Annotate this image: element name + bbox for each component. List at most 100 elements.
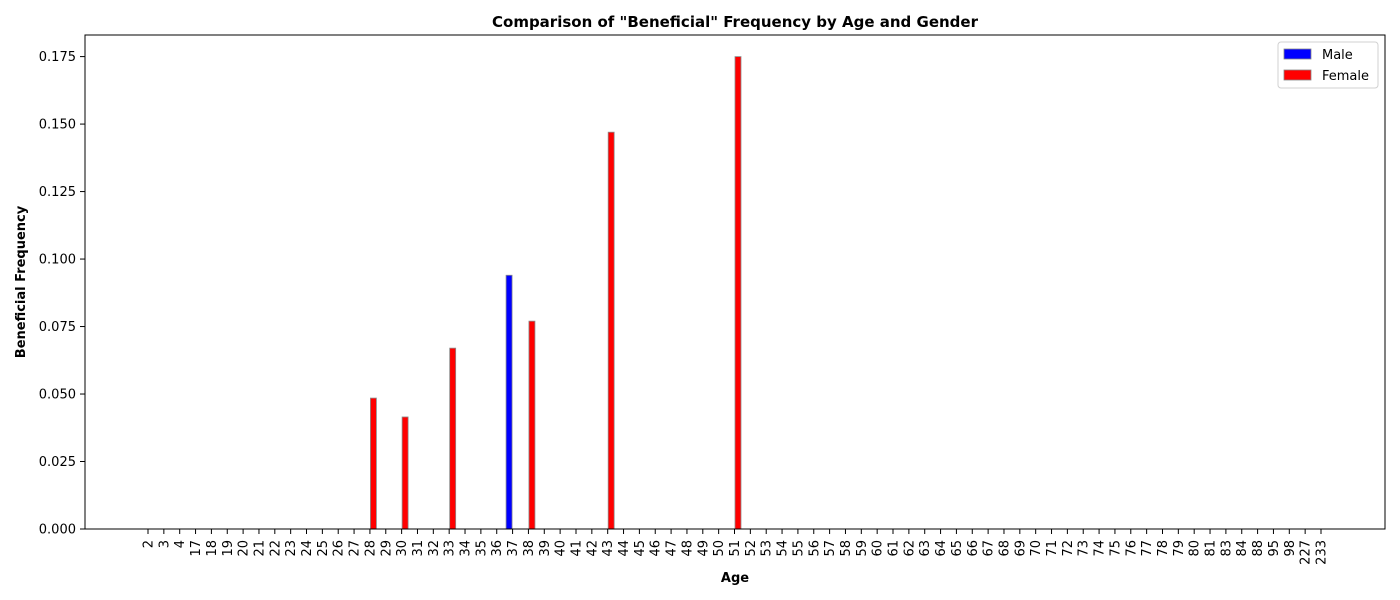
x-tick-label: 55 [791, 540, 806, 557]
x-tick-label: 66 [966, 540, 981, 557]
x-tick-label: 30 [395, 540, 410, 557]
x-tick-label: 75 [1108, 540, 1123, 557]
x-tick-label: 38 [522, 540, 537, 557]
x-tick-label: 32 [427, 540, 442, 557]
x-tick-label: 65 [950, 540, 965, 557]
x-tick-label: 21 [252, 540, 267, 557]
x-tick-label: 26 [332, 540, 347, 557]
x-tick-label: 81 [1204, 540, 1219, 557]
y-tick-label: 0.125 [39, 185, 76, 200]
x-tick-label: 39 [538, 540, 553, 557]
x-tick-label: 18 [205, 540, 220, 557]
x-tick-label: 83 [1219, 540, 1234, 557]
x-tick-label: 33 [443, 540, 458, 557]
y-axis-title: Beneficial Frequency [14, 205, 29, 358]
x-tick-label: 98 [1283, 540, 1298, 557]
x-tick-label: 27 [348, 540, 363, 557]
x-tick-label: 4 [173, 540, 188, 548]
x-tick-label: 53 [760, 540, 775, 557]
plot-frame [84, 34, 1386, 530]
x-tick-label: 76 [1124, 540, 1139, 557]
x-tick-label: 95 [1267, 540, 1282, 557]
legend-label-male: Male [1322, 48, 1353, 63]
x-tick-label: 78 [1156, 540, 1171, 557]
x-tick-label: 36 [490, 540, 505, 557]
plot-area: 0.000 0.025 0.050 0.075 0.100 0.125 0.150 0.175… [39, 34, 1386, 565]
y-tick-label: 0.150 [39, 118, 76, 133]
x-tick-label: 24 [300, 540, 315, 557]
x-tick-label: 54 [776, 540, 791, 557]
legend: Male Female [1277, 41, 1379, 89]
x-tick-label: 61 [887, 540, 902, 557]
x-tick-label: 84 [1235, 540, 1250, 557]
x-tick-label: 22 [268, 540, 283, 557]
x-tick-label: 25 [316, 540, 331, 557]
x-tick-label: 79 [1172, 540, 1187, 557]
x-tick-label: 42 [585, 540, 600, 557]
x-tick-label: 68 [997, 540, 1012, 557]
x-axis-title: Age [721, 571, 749, 586]
x-tick-label: 62 [902, 540, 917, 557]
y-tick-label: 0.075 [39, 320, 76, 335]
bar-female-43 [607, 131, 615, 530]
x-tick-label: 48 [680, 540, 695, 557]
x-tick-label: 233 [1315, 540, 1330, 565]
y-tick-label: 0.100 [39, 253, 76, 268]
x-tick-label: 37 [506, 540, 521, 557]
x-tick-label: 51 [728, 540, 743, 557]
x-tick-label: 19 [221, 540, 236, 557]
bar-female-38 [528, 320, 536, 530]
x-tick-label: 58 [839, 540, 854, 557]
x-tick-label: 69 [1013, 540, 1028, 557]
x-tick-label: 64 [934, 540, 949, 557]
x-tick-label: 57 [823, 540, 838, 557]
x-tick-label: 3 [157, 540, 172, 548]
y-tick-label: 0.025 [39, 455, 76, 470]
x-tick-label: 49 [696, 540, 711, 557]
x-tick-label: 56 [807, 540, 822, 557]
x-tick-label: 23 [284, 540, 299, 557]
x-tick-label: 41 [569, 540, 584, 557]
x-tick-label: 50 [712, 540, 727, 557]
legend-label-female: Female [1322, 69, 1369, 84]
x-tick-label: 31 [411, 540, 426, 557]
x-tick-label: 29 [379, 540, 394, 557]
x-tick-label: 70 [1029, 540, 1044, 557]
x-tick-label: 80 [1188, 540, 1203, 557]
chart-title: Comparison of "Beneficial" Frequency by … [492, 13, 979, 31]
bar-female-33 [449, 347, 457, 530]
legend-swatch-female [1283, 69, 1312, 81]
x-tick-label: 60 [871, 540, 886, 557]
x-tick-label: 77 [1140, 540, 1155, 557]
x-tick-label: 45 [633, 540, 648, 557]
x-tick-label: 88 [1251, 540, 1266, 557]
x-tick-label: 17 [189, 540, 204, 557]
x-tick-label: 46 [649, 540, 664, 557]
x-tick-label: 72 [1061, 540, 1076, 557]
legend-swatch-male [1283, 48, 1312, 60]
x-tick-label: 59 [855, 540, 870, 557]
x-tick-label: 20 [237, 540, 252, 557]
x-tick-label: 35 [474, 540, 489, 557]
bar-female-28 [370, 397, 377, 530]
bar-female-51 [734, 56, 742, 530]
x-tick-label: 73 [1077, 540, 1092, 557]
x-tick-label: 43 [601, 540, 616, 557]
bar-female-30 [401, 416, 409, 530]
x-tick-label: 71 [1045, 540, 1060, 557]
x-tick-label: 63 [918, 540, 933, 557]
x-tick-label: 2 [142, 540, 157, 548]
x-tick-label: 227 [1299, 540, 1314, 565]
x-tick-label: 44 [617, 540, 632, 557]
x-tick-label: 74 [1093, 540, 1108, 557]
x-tick-label: 34 [459, 540, 474, 557]
x-tick-label: 40 [554, 540, 569, 557]
x-tick-label: 47 [665, 540, 680, 557]
x-tick-label: 52 [744, 540, 759, 557]
y-tick-label: 0.000 [39, 523, 76, 538]
x-tick-label: 28 [363, 540, 378, 557]
bar-male-37 [505, 274, 513, 530]
y-tick-label: 0.175 [39, 50, 76, 65]
